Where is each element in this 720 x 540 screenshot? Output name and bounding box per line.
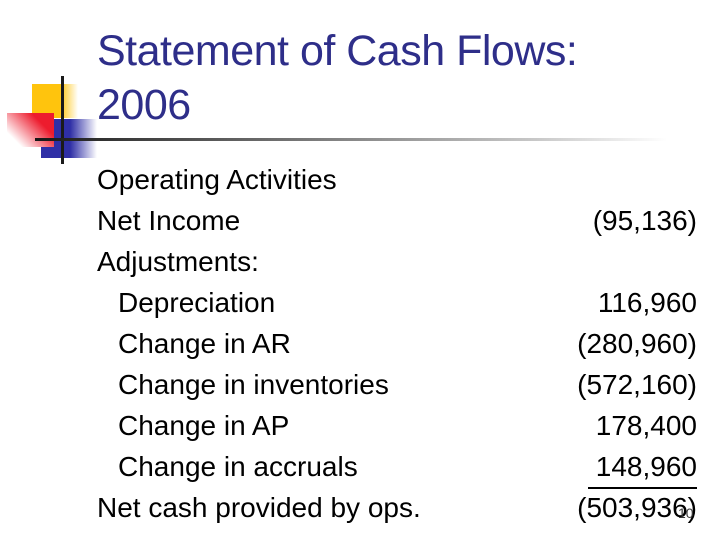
slide-title-line2: 2006	[97, 81, 191, 129]
row-value: (503,936)	[577, 492, 697, 523]
row-value: (280,960)	[577, 328, 697, 359]
row-value: (572,160)	[577, 369, 697, 400]
row-label: Change in AR	[118, 328, 291, 359]
red-square-shape	[7, 113, 54, 147]
page-number: 10	[678, 505, 694, 521]
row-label: Change in inventories	[118, 369, 389, 400]
statement-rows: Operating Activities Net Income (95,136) Ad…	[97, 159, 697, 528]
yellow-square-shape	[32, 84, 78, 118]
statement-row: Adjustments:	[97, 241, 697, 282]
statement-row: Change in inventories (572,160)	[97, 364, 697, 405]
slide-title: Statement of Cash Flows: 2006	[97, 24, 697, 132]
row-label: Change in AP	[118, 410, 290, 441]
statement-row: Depreciation 116,960	[97, 282, 697, 323]
row-label: Operating Activities	[97, 164, 337, 195]
row-value: (95,136)	[592, 205, 697, 236]
statement-row: Net Income (95,136)	[97, 200, 697, 241]
statement-row: Net cash provided by ops. (503,936)	[97, 487, 697, 528]
statement-row: Change in AR (280,960)	[97, 323, 697, 364]
statement-row: Change in accruals 148,960	[97, 446, 697, 489]
row-label: Net Income	[97, 205, 241, 236]
row-value: 178,400	[595, 410, 697, 441]
row-label: Adjustments:	[97, 246, 259, 277]
row-label: Depreciation	[118, 287, 276, 318]
statement-row: Operating Activities	[97, 159, 697, 200]
statement-row: Change in AP 178,400	[97, 405, 697, 446]
row-value: 116,960	[597, 287, 697, 318]
slide-title-line1: Statement of Cash Flows:	[97, 27, 578, 75]
row-value: 148,960	[587, 446, 697, 489]
row-label: Change in accruals	[118, 451, 358, 482]
vertical-rule	[61, 76, 64, 164]
horizontal-rule	[35, 138, 680, 141]
row-label: Net cash provided by ops.	[97, 492, 421, 523]
